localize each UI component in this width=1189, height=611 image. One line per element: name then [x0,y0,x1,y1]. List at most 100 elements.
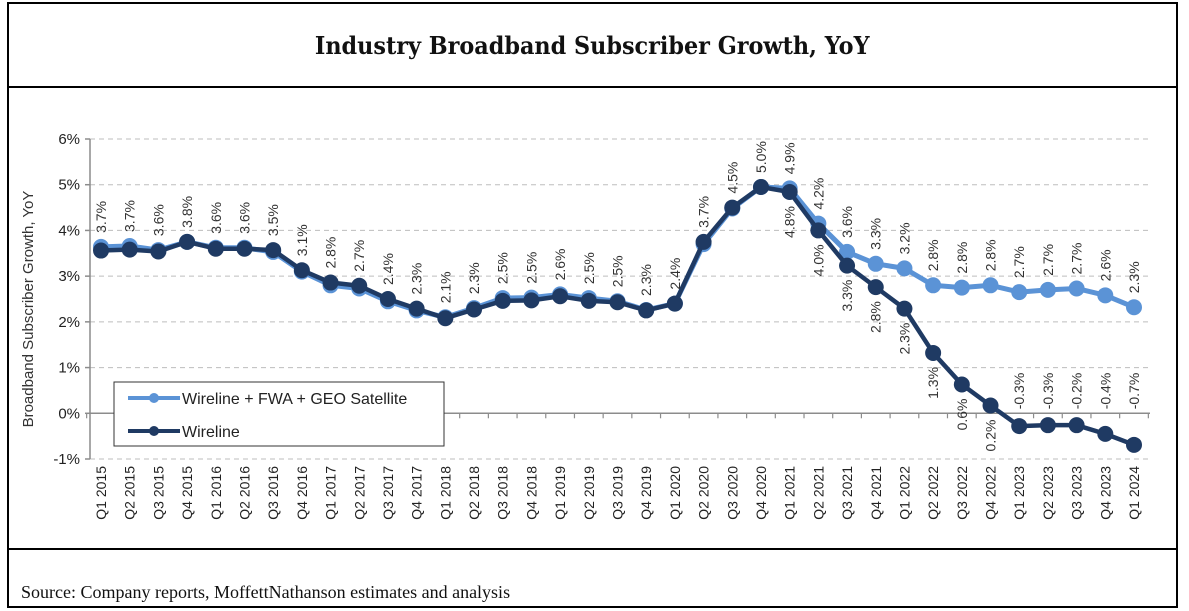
data-point-wireline [322,274,339,291]
data-point-wireline [666,295,683,312]
data-label-wireline-fwa-geo: 2.8% [983,239,999,271]
data-label-wireline-fwa-geo: 2.8% [925,239,941,271]
data-point-wireline [408,300,425,317]
data-point-wireline [93,242,109,259]
data-label-wireline-fwa-geo: 3.6% [208,202,224,234]
data-labels: 3.7% 3.7% 3.6% 3.8% 3.6% 3.6% 3.5% 3.1% 2.8% 2.7%… [93,141,1142,451]
x-tick-label: Q1 2015 [93,466,109,520]
legend: Wireline + FWA + GEO Satellite Wireline [113,381,445,447]
data-label-wireline: 0.2% [983,420,999,452]
y-tick-label: 2% [58,314,80,331]
data-label-wireline: -0.3% [1040,373,1056,410]
data-point-wireline [150,243,167,260]
data-label-wireline-fwa-geo: 4.5% [724,162,740,194]
data-label-wireline-fwa-geo: 2.3% [409,263,425,295]
x-tick-label: Q1 2023 [1011,466,1027,520]
x-tick-label: Q4 2023 [1097,466,1113,520]
data-label-wireline-fwa-geo: 2.4% [667,258,683,290]
x-tick-label: Q2 2022 [925,466,941,520]
data-point-wireline [752,179,769,195]
data-label-wireline-fwa-geo: 2.7% [1011,246,1027,278]
chart-title: Industry Broadband Subscriber Growth, Yo… [315,30,870,60]
data-label-wireline-fwa-geo: 2.1% [437,271,453,303]
x-tick-label: Q4 2019 [638,466,654,520]
legend-box [113,381,445,447]
y-axis-ticks: -1% 0% 1% 2% 3% 4% 5% 6% [53,131,90,468]
data-label-wireline-fwa-geo: 2.6% [552,249,568,281]
data-point-wireline-fwa-geo [867,255,884,272]
x-tick-label: Q3 2015 [150,466,166,520]
x-tick-label: Q3 2020 [724,466,740,520]
data-label-wireline: 3.3% [839,280,855,312]
data-label-wireline-fwa-geo: 2.3% [638,264,654,296]
x-tick-label: Q1 2018 [437,466,453,520]
y-tick-label: 6% [58,131,80,148]
data-point-wireline [609,294,626,311]
data-point-wireline-fwa-geo [896,260,913,277]
data-label-wireline-fwa-geo: 3.8% [179,196,195,228]
x-tick-label: Q1 2022 [896,466,912,520]
x-tick-label: Q3 2016 [265,466,281,520]
data-point-wireline [351,277,368,294]
x-tick-label: Q2 2021 [810,466,826,520]
data-point-wireline [695,233,712,250]
x-tick-label: Q2 2020 [696,466,712,520]
y-tick-label: 3% [58,268,80,285]
data-point-wireline [1068,417,1085,434]
y-tick-label: 1% [58,360,80,377]
x-tick-label: Q1 2019 [552,466,568,520]
data-point-wireline-fwa-geo [953,279,970,296]
x-axis-ticks: Q1 2015 Q2 2015 Q3 2015 Q4 2015 Q1 2016 Q2 20… [86,413,1149,520]
x-tick-label: Q1 2017 [323,466,339,520]
data-point-wireline-fwa-geo [925,277,942,294]
x-tick-label: Q3 2021 [839,466,855,520]
data-label-wireline: 1.3% [925,367,941,399]
data-point-wireline [781,184,798,201]
legend-swatch-marker-wireline-fwa-geo [149,393,159,403]
data-point-wireline-fwa-geo [982,277,999,294]
data-label-wireline: -0.2% [1069,373,1085,410]
x-tick-label: Q4 2022 [983,466,999,520]
data-point-wireline [925,344,942,361]
data-point-wireline [1039,417,1056,434]
data-label-wireline-fwa-geo: 4.2% [810,178,826,210]
data-label-wireline-fwa-geo: 2.5% [523,252,539,284]
data-point-wireline [580,292,597,309]
data-point-wireline [896,300,913,317]
data-point-wireline-fwa-geo [839,243,856,260]
series-group [93,179,1142,453]
data-point-wireline-fwa-geo [1039,281,1056,298]
data-label-wireline-fwa-geo: 4.9% [782,142,798,174]
data-label-wireline-fwa-geo: 2.5% [610,255,626,287]
data-label-wireline: -0.3% [1011,373,1027,410]
data-label-wireline-fwa-geo: 3.2% [896,222,912,254]
data-point-wireline-fwa-geo [1126,299,1142,316]
data-point-wireline [207,240,224,257]
data-point-wireline [552,288,569,305]
data-label-wireline: -0.4% [1097,373,1113,410]
x-tick-label: Q1 2020 [667,466,683,520]
x-tick-label: Q2 2023 [1040,466,1056,520]
data-label-wireline-fwa-geo: 3.7% [696,196,712,228]
data-point-wireline [638,302,655,319]
data-label-wireline-fwa-geo: 2.4% [380,253,396,285]
data-label-wireline-fwa-geo: 5.0% [753,141,769,173]
x-tick-label: Q4 2017 [409,466,425,520]
x-tick-label: Q3 2019 [610,466,626,520]
legend-swatch-marker-wireline [149,426,159,436]
data-label-wireline: 0.6% [954,398,970,430]
data-point-wireline [810,222,827,239]
data-point-wireline-fwa-geo [1011,284,1028,301]
x-tick-label: Q4 2015 [179,466,195,520]
gridlines [90,138,1150,460]
y-tick-label: 0% [58,405,80,422]
data-label-wireline: 4.0% [810,244,826,276]
data-point-wireline [293,262,310,279]
data-label-wireline: -0.7% [1126,373,1142,410]
data-point-wireline [265,242,282,259]
data-label-wireline-fwa-geo: 3.7% [93,201,109,233]
data-point-wireline [121,241,138,258]
data-point-wireline [437,310,454,327]
x-tick-label: Q2 2015 [122,466,138,520]
x-tick-label: Q1 2024 [1126,466,1142,520]
